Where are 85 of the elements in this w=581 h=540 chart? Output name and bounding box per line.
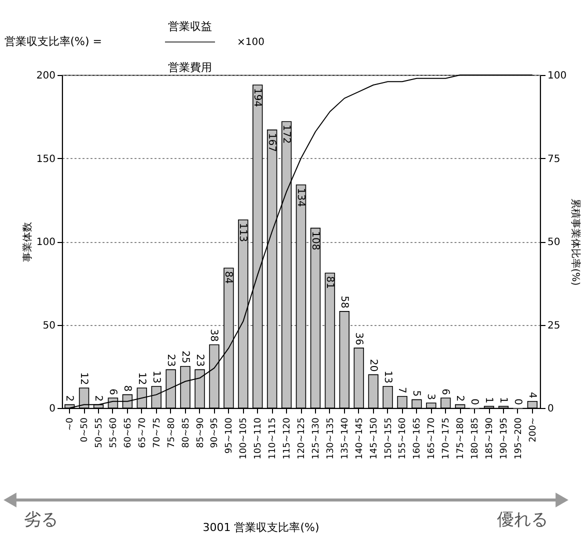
x-tick-label: 80~85 — [181, 418, 192, 448]
data-label: 134 — [295, 188, 306, 207]
y-tick-label: 50 — [42, 320, 56, 332]
data-label: 25 — [179, 350, 190, 364]
data-label: 6 — [106, 388, 118, 396]
data-label: 2 — [92, 395, 104, 402]
y2-tick-label: 0 — [548, 404, 554, 414]
x-tick-label: 125~130 — [311, 417, 322, 460]
data-label: 7 — [396, 386, 408, 394]
chart-title: 営業収支比率(%) = — [4, 35, 102, 48]
data-label: 2 — [454, 395, 466, 402]
data-label: 0 — [468, 398, 480, 405]
x-tick-label: 150~155 — [384, 418, 394, 460]
data-label: 13 — [150, 370, 162, 384]
x-tick-label: 75~80 — [166, 417, 177, 448]
data-label: 5 — [410, 390, 422, 397]
data-label: 36 — [352, 332, 364, 346]
data-label: 108 — [309, 231, 320, 250]
data-label: 81 — [324, 276, 335, 289]
y2-tick-label: 75 — [548, 154, 560, 165]
x-tick-label: 55~60 — [108, 417, 119, 448]
y-axis-title: 事業体数 — [21, 222, 34, 262]
data-label: 23 — [194, 354, 205, 367]
data-label: 113 — [237, 222, 248, 242]
data-label: 20 — [367, 358, 378, 372]
y-tick-label: 0 — [49, 404, 56, 414]
data-label: 2 — [64, 395, 75, 402]
data-label: 167 — [266, 132, 278, 152]
y2-tick-label: 100 — [548, 70, 567, 82]
x-tick-label: 165~170 — [427, 417, 438, 460]
text: 優れる — [497, 510, 548, 530]
x-tick-label: 65~70 — [138, 417, 148, 448]
data-label: 12 — [136, 372, 147, 386]
x-tick-label: 190~195 — [499, 418, 510, 460]
text: ×100 — [237, 37, 264, 48]
data-label: 3 — [425, 394, 436, 400]
y2-tick-label: 25 — [548, 320, 560, 332]
x-tick-label: 175~180 — [456, 417, 466, 460]
data-label: 84 — [222, 271, 234, 284]
x-tick-label: 0~50 — [80, 417, 90, 442]
data-label: 194 — [252, 88, 263, 108]
text: 劣る — [24, 510, 58, 530]
data-label: 13 — [382, 370, 393, 384]
y-tick-label: 100 — [36, 237, 56, 248]
data-label: 1 — [483, 396, 494, 404]
x-tick-label: 135~140 — [340, 417, 350, 460]
x-tick-label: 155~160 — [398, 417, 408, 460]
data-label: 0 — [512, 398, 523, 405]
x-tick-label: 85~90 — [196, 417, 206, 448]
text: 3001 営業収支比率(%) — [202, 521, 320, 534]
x-tick-label: 50~55 — [94, 418, 105, 448]
data-label: 1 — [497, 396, 508, 404]
data-label: 58 — [338, 296, 350, 308]
text: 営業費用 — [168, 61, 212, 74]
x-tick-label: 120~125 — [297, 418, 307, 460]
x-tick-label: 90~95 — [210, 418, 220, 448]
x-tick-label: 95~100 — [224, 417, 235, 454]
y-tick-label: 150 — [36, 154, 56, 165]
y-tick-label: 200 — [36, 70, 56, 82]
data-label: 38 — [208, 328, 220, 342]
x-tick-label: 105~110 — [254, 417, 264, 460]
x-tick-label: 180~185 — [470, 418, 481, 460]
x-tick-label: 115~120 — [282, 417, 293, 460]
x-tick-label: 140~145 — [354, 418, 365, 460]
x-tick-label: 130~135 — [326, 418, 336, 460]
data-label: 4 — [526, 392, 538, 398]
x-tick-label: 200~ — [528, 418, 538, 442]
text: 営業収益 — [168, 20, 212, 33]
x-tick-label: 145~150 — [369, 417, 380, 460]
x-tick-label: ~0 — [66, 417, 76, 431]
x-tick-label: 100~105 — [239, 418, 250, 460]
data-label: 6 — [440, 388, 451, 396]
x-tick-label: 195~200 — [514, 417, 524, 460]
data-label: 8 — [121, 385, 132, 392]
y2-axis-title: 累積事業体比率(%) — [570, 198, 581, 286]
x-tick-label: 160~165 — [412, 418, 423, 460]
data-label: 172 — [280, 124, 292, 144]
y2-tick-label: 50 — [548, 237, 560, 248]
data-label: 23 — [164, 354, 176, 367]
x-tick-label: 170~175 — [442, 418, 452, 460]
x-tick-label: 110~115 — [268, 418, 278, 460]
x-tick-label: 60~65 — [123, 418, 134, 448]
data-label: 12 — [78, 372, 90, 386]
x-tick-label: 70~75 — [152, 418, 162, 448]
x-tick-label: 185~190 — [485, 417, 496, 460]
